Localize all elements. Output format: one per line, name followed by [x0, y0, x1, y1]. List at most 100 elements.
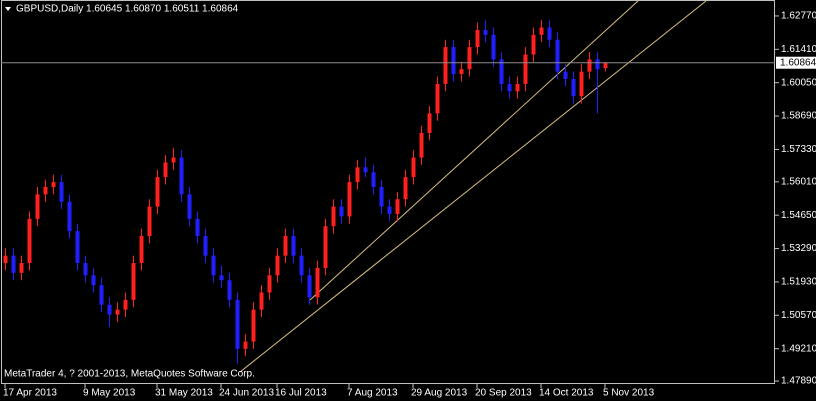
- candle-body: [171, 157, 176, 163]
- candle-body: [371, 172, 376, 187]
- plot-frame: [1, 0, 775, 384]
- y-tick-label: 1.58690: [781, 111, 816, 122]
- candle-body: [67, 201, 72, 232]
- candle-body: [435, 83, 440, 114]
- candle-body: [411, 157, 416, 178]
- candle-body: [531, 34, 536, 55]
- candle-body: [131, 263, 136, 300]
- candle-body: [347, 182, 352, 217]
- candle-body: [107, 304, 112, 315]
- y-tick-label: 1.61410: [781, 44, 816, 55]
- y-tick-label: 1.57330: [781, 144, 816, 155]
- candle-body: [355, 167, 360, 183]
- candle-body: [83, 263, 88, 276]
- current-price-box: [776, 56, 816, 69]
- trendline: [309, 0, 639, 301]
- candle-body: [427, 113, 432, 133]
- x-tick-label: 24 Jun 2013: [219, 388, 274, 399]
- candle-body: [603, 62, 608, 69]
- candle-body: [595, 59, 600, 70]
- candle-body: [283, 236, 288, 256]
- candle-body: [419, 132, 424, 158]
- y-tick-label: 1.54650: [781, 210, 816, 221]
- candle-body: [571, 79, 576, 97]
- candle-body: [443, 47, 448, 84]
- y-tick-label: 1.47890: [781, 376, 816, 387]
- candle-body: [299, 255, 304, 276]
- candle-body: [91, 275, 96, 286]
- candle-body: [259, 292, 264, 310]
- candle-body: [11, 255, 16, 273]
- candle-body: [491, 34, 496, 60]
- candle-body: [187, 194, 192, 219]
- candle-body: [539, 27, 544, 35]
- x-tick-label: 14 Oct 2013: [539, 388, 594, 399]
- candle-body: [275, 255, 280, 276]
- y-tick-label: 1.49210: [781, 343, 816, 354]
- candle-body: [195, 218, 200, 237]
- candle-body: [19, 263, 24, 273]
- candle-body: [243, 341, 248, 349]
- x-tick-label: 17 Apr 2013: [3, 388, 57, 399]
- candle-body: [315, 267, 320, 298]
- candle-body: [555, 39, 560, 72]
- candle-body: [227, 280, 232, 300]
- x-tick-label: 31 May 2013: [155, 388, 213, 399]
- candle-body: [267, 275, 272, 293]
- candle-body: [51, 182, 56, 187]
- candle-body: [251, 309, 256, 342]
- candle-body: [459, 69, 464, 75]
- y-tick-label: 1.62770: [781, 11, 816, 22]
- candle-body: [307, 275, 312, 298]
- x-tick-label: 5 Nov 2013: [603, 388, 655, 399]
- candle-body: [515, 83, 520, 92]
- candle-body: [99, 285, 104, 305]
- copyright: MetaTrader 4, ? 2001-2013, MetaQuotes So…: [4, 369, 255, 380]
- candle-body: [483, 29, 488, 35]
- candle-body: [123, 299, 128, 310]
- candle-body: [219, 275, 224, 281]
- x-tick-label: 9 May 2013: [83, 388, 136, 399]
- candle-body: [147, 206, 152, 237]
- candle-body: [323, 226, 328, 268]
- candle-body: [379, 186, 384, 207]
- chart-title: GBPUSD,Daily 1.60645 1.60870 1.60511 1.6…: [16, 4, 239, 15]
- candle-body: [563, 71, 568, 80]
- x-tick-label: 16 Jul 2013: [275, 388, 327, 399]
- x-tick-label: 20 Sep 2013: [475, 388, 532, 399]
- candle-body: [211, 255, 216, 276]
- candle-body: [235, 299, 240, 349]
- candle-body: [475, 29, 480, 48]
- candle-body: [59, 182, 64, 202]
- y-tick-label: 1.51930: [781, 277, 816, 288]
- candle-body: [451, 47, 456, 75]
- current-price-label: 1.60864: [780, 57, 816, 68]
- candle-body: [339, 206, 344, 217]
- candle-body: [179, 157, 184, 195]
- y-tick-label: 1.50570: [781, 310, 816, 321]
- candle-body: [155, 177, 160, 207]
- y-tick-label: 1.56010: [781, 176, 816, 187]
- y-tick-label: 1.53290: [781, 243, 816, 254]
- candle-body: [363, 167, 368, 173]
- candle-body: [403, 177, 408, 200]
- candle-body: [331, 206, 336, 227]
- candle-body: [547, 27, 552, 40]
- candle-body: [387, 206, 392, 214]
- candle-body: [43, 186, 48, 195]
- candle-body: [75, 231, 80, 264]
- y-tick-label: 1.60050: [781, 77, 816, 88]
- candle-body: [395, 199, 400, 214]
- x-tick-label: 29 Aug 2013: [411, 388, 468, 399]
- candle-body: [27, 218, 32, 264]
- candle-body: [523, 54, 528, 84]
- menu-arrow[interactable]: [5, 7, 11, 11]
- candle-body: [587, 59, 592, 72]
- candle-body: [203, 236, 208, 256]
- candle-body: [467, 47, 472, 70]
- x-tick-label: 7 Aug 2013: [347, 388, 398, 399]
- candle-body: [507, 83, 512, 92]
